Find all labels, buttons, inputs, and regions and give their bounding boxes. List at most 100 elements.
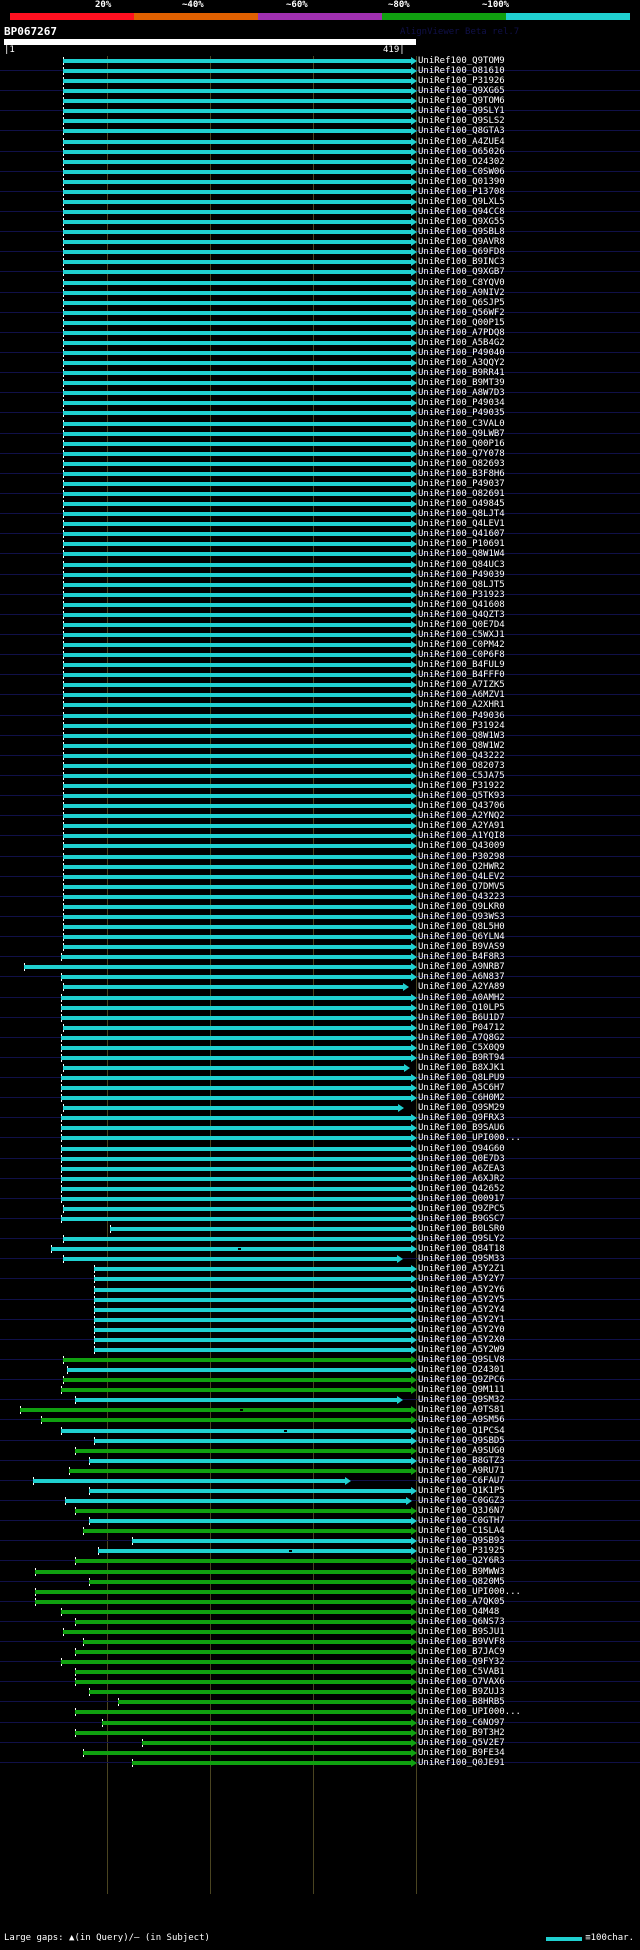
hit-row[interactable]: UniRef100_Q84T18: [0, 1244, 640, 1254]
hit-label[interactable]: UniRef100_A5Y2Y6: [418, 1284, 505, 1295]
hit-row[interactable]: UniRef100_Q2Y6R3: [0, 1556, 640, 1566]
alignment-bar[interactable]: [19, 1408, 412, 1413]
hit-row[interactable]: UniRef100_C8YQV0: [0, 278, 640, 288]
hit-label[interactable]: UniRef100_C0PM42: [418, 640, 505, 651]
hit-row[interactable]: UniRef100_P31925: [0, 1546, 640, 1556]
hit-row[interactable]: UniRef100_Q2HWR2: [0, 862, 640, 872]
hit-label[interactable]: UniRef100_Q8W1W4: [418, 549, 505, 560]
alignment-bar[interactable]: [74, 1670, 412, 1675]
alignment-bar[interactable]: [62, 612, 412, 617]
hit-label[interactable]: UniRef100_B9ZUJ3: [418, 1687, 505, 1698]
alignment-bar[interactable]: [62, 925, 412, 930]
hit-label[interactable]: UniRef100_A8W7D3: [418, 388, 505, 399]
alignment-bar[interactable]: [62, 79, 412, 84]
hit-row[interactable]: UniRef100_P31926: [0, 76, 640, 86]
alignment-bar[interactable]: [62, 431, 412, 436]
hit-label[interactable]: UniRef100_Q8W1W2: [418, 740, 505, 751]
hit-label[interactable]: UniRef100_Q0JE91: [418, 1757, 505, 1768]
hit-row[interactable]: UniRef100_Q8GTA3: [0, 126, 640, 136]
hit-row[interactable]: UniRef100_A5Y2Y7: [0, 1274, 640, 1284]
alignment-bar[interactable]: [62, 340, 412, 345]
hit-label[interactable]: UniRef100_B9VAS9: [418, 942, 505, 953]
hit-row[interactable]: UniRef100_Q00917: [0, 1194, 640, 1204]
hit-row[interactable]: UniRef100_Q9SB93: [0, 1536, 640, 1546]
alignment-bar[interactable]: [62, 59, 412, 63]
hit-label[interactable]: UniRef100_Q4LEV2: [418, 871, 505, 882]
alignment-bar[interactable]: [62, 894, 412, 899]
hit-row[interactable]: UniRef100_Q8LJT4: [0, 509, 640, 519]
alignment-bar[interactable]: [61, 955, 412, 960]
hit-label[interactable]: UniRef100_O82691: [418, 489, 505, 499]
hit-row[interactable]: UniRef100_Q1PCS4: [0, 1426, 640, 1436]
hit-label[interactable]: UniRef100_A7IZK5: [418, 680, 505, 691]
alignment-bar[interactable]: [62, 723, 412, 728]
hit-row[interactable]: UniRef100_C0SW06: [0, 167, 640, 177]
hit-row[interactable]: UniRef100_Q4QZT3: [0, 610, 640, 620]
alignment-bar[interactable]: [35, 1569, 412, 1574]
hit-row[interactable]: UniRef100_P49037: [0, 479, 640, 489]
hit-row[interactable]: UniRef100_Q8LPU9: [0, 1073, 640, 1083]
alignment-bar[interactable]: [62, 119, 412, 124]
hit-row[interactable]: UniRef100_Q1K1P5: [0, 1486, 640, 1496]
hit-row[interactable]: UniRef100_Q9XG65: [0, 86, 640, 96]
hit-label[interactable]: UniRef100_A9SUG0: [418, 1445, 505, 1456]
hit-row[interactable]: UniRef100_A0AMH2: [0, 993, 640, 1003]
hit-label[interactable]: UniRef100_O65026: [418, 146, 505, 157]
hit-label[interactable]: UniRef100_Q41608: [418, 599, 505, 610]
hit-label[interactable]: UniRef100_Q9SLY1: [418, 106, 505, 117]
hit-row[interactable]: UniRef100_Q8L5H0: [0, 922, 640, 932]
alignment-bar[interactable]: [74, 1619, 412, 1624]
hit-row[interactable]: UniRef100_P49040: [0, 348, 640, 358]
alignment-bar[interactable]: [74, 1650, 412, 1655]
alignment-bar[interactable]: [62, 743, 412, 748]
hit-row[interactable]: UniRef100_C6FAU7: [0, 1476, 640, 1486]
hit-row[interactable]: UniRef100_Q9SLV8: [0, 1355, 640, 1365]
hit-label[interactable]: UniRef100_Q01390: [418, 176, 505, 187]
hit-label[interactable]: UniRef100_A6XJR2: [418, 1173, 505, 1184]
hit-label[interactable]: UniRef100_B3F8H6: [418, 468, 505, 479]
alignment-bar[interactable]: [62, 461, 412, 466]
hit-row[interactable]: UniRef100_B9MWW3: [0, 1567, 640, 1577]
hit-label[interactable]: UniRef100_O49845: [418, 499, 505, 510]
alignment-bar[interactable]: [62, 351, 412, 356]
hit-row[interactable]: UniRef100_A9NRB7: [0, 962, 640, 972]
alignment-bar[interactable]: [61, 995, 412, 1000]
hit-row[interactable]: UniRef100_Q9TOM9: [0, 56, 640, 66]
hit-label[interactable]: UniRef100_B0LSR0: [418, 1224, 505, 1235]
hit-row[interactable]: UniRef100_A1YQI8: [0, 831, 640, 841]
hit-label[interactable]: UniRef100_A9SM56: [418, 1415, 505, 1426]
hit-row[interactable]: UniRef100_Q9SLY2: [0, 1234, 640, 1244]
alignment-bar[interactable]: [61, 1166, 412, 1171]
alignment-bar[interactable]: [94, 1297, 412, 1302]
hit-row[interactable]: UniRef100_Q00P15: [0, 318, 640, 328]
hit-row[interactable]: UniRef100_O82073: [0, 761, 640, 771]
hit-row[interactable]: UniRef100_O81610: [0, 66, 640, 76]
hit-label[interactable]: UniRef100_O7VAX6: [418, 1677, 505, 1688]
hit-label[interactable]: UniRef100_P49040: [418, 348, 505, 359]
alignment-bar[interactable]: [88, 1519, 412, 1524]
hit-label[interactable]: UniRef100_Q9SM33: [418, 1254, 505, 1265]
hit-label[interactable]: UniRef100_Q5TK93: [418, 791, 505, 802]
hit-row[interactable]: UniRef100_Q41608: [0, 600, 640, 610]
hit-label[interactable]: UniRef100_B9GSC7: [418, 1214, 505, 1225]
alignment-bar[interactable]: [62, 562, 412, 567]
hit-row[interactable]: UniRef100_Q6YLN4: [0, 932, 640, 942]
hit-label[interactable]: UniRef100_Q9TOM6: [418, 96, 505, 107]
hit-row[interactable]: UniRef100_Q9AVR8: [0, 237, 640, 247]
alignment-bar[interactable]: [82, 1529, 412, 1534]
hit-label[interactable]: UniRef100_Q8W1W3: [418, 730, 505, 741]
hit-label[interactable]: UniRef100_Q820M5: [418, 1576, 505, 1587]
alignment-bar[interactable]: [62, 602, 412, 607]
hit-label[interactable]: UniRef100_Q8LJT5: [418, 579, 505, 590]
alignment-bar[interactable]: [62, 643, 412, 648]
hit-label[interactable]: UniRef100_B9MT39: [418, 378, 505, 389]
hit-row[interactable]: UniRef100_Q9SBL8: [0, 227, 640, 237]
hit-label[interactable]: UniRef100_O81610: [418, 66, 505, 77]
alignment-bar[interactable]: [82, 1639, 412, 1644]
hit-row[interactable]: UniRef100_A7QK05: [0, 1597, 640, 1607]
hit-label[interactable]: UniRef100_C3VAL0: [418, 418, 505, 429]
alignment-bar[interactable]: [62, 552, 412, 557]
hit-label[interactable]: UniRef100_A9NIV2: [418, 287, 505, 298]
hit-label[interactable]: UniRef100_P31922: [418, 781, 505, 792]
hit-row[interactable]: UniRef100_B9SJU1: [0, 1627, 640, 1637]
